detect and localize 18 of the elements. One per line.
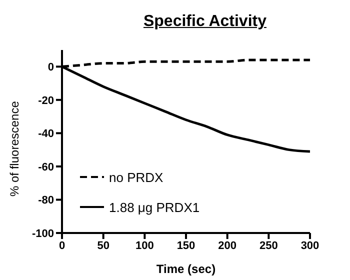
y-axis-title: % of fluorescence — [7, 100, 22, 196]
y-tick-label: 0 — [48, 62, 54, 74]
legend-label: 1.88 μg PRDX1 — [109, 200, 200, 214]
x-tick-label: 50 — [97, 240, 110, 252]
legend-label: no PRDX — [109, 170, 164, 184]
y-tick-label: -20 — [38, 94, 54, 107]
x-tick-label: 150 — [176, 240, 196, 252]
y-tick-label: -40 — [38, 128, 54, 140]
y-tick-label: -80 — [38, 194, 54, 207]
x-axis-title: Time (sec) — [156, 262, 216, 276]
y-tick-label: -60 — [38, 161, 54, 174]
chart-title: Specific Activity — [142, 12, 268, 32]
x-tick-label: 250 — [259, 240, 278, 252]
y-tick-label: -100 — [32, 228, 54, 240]
x-tick-label: 200 — [218, 240, 237, 252]
x-tick-label: 100 — [135, 240, 154, 252]
x-tick-label: 0 — [58, 240, 66, 252]
x-tick-label: 300 — [300, 240, 320, 252]
